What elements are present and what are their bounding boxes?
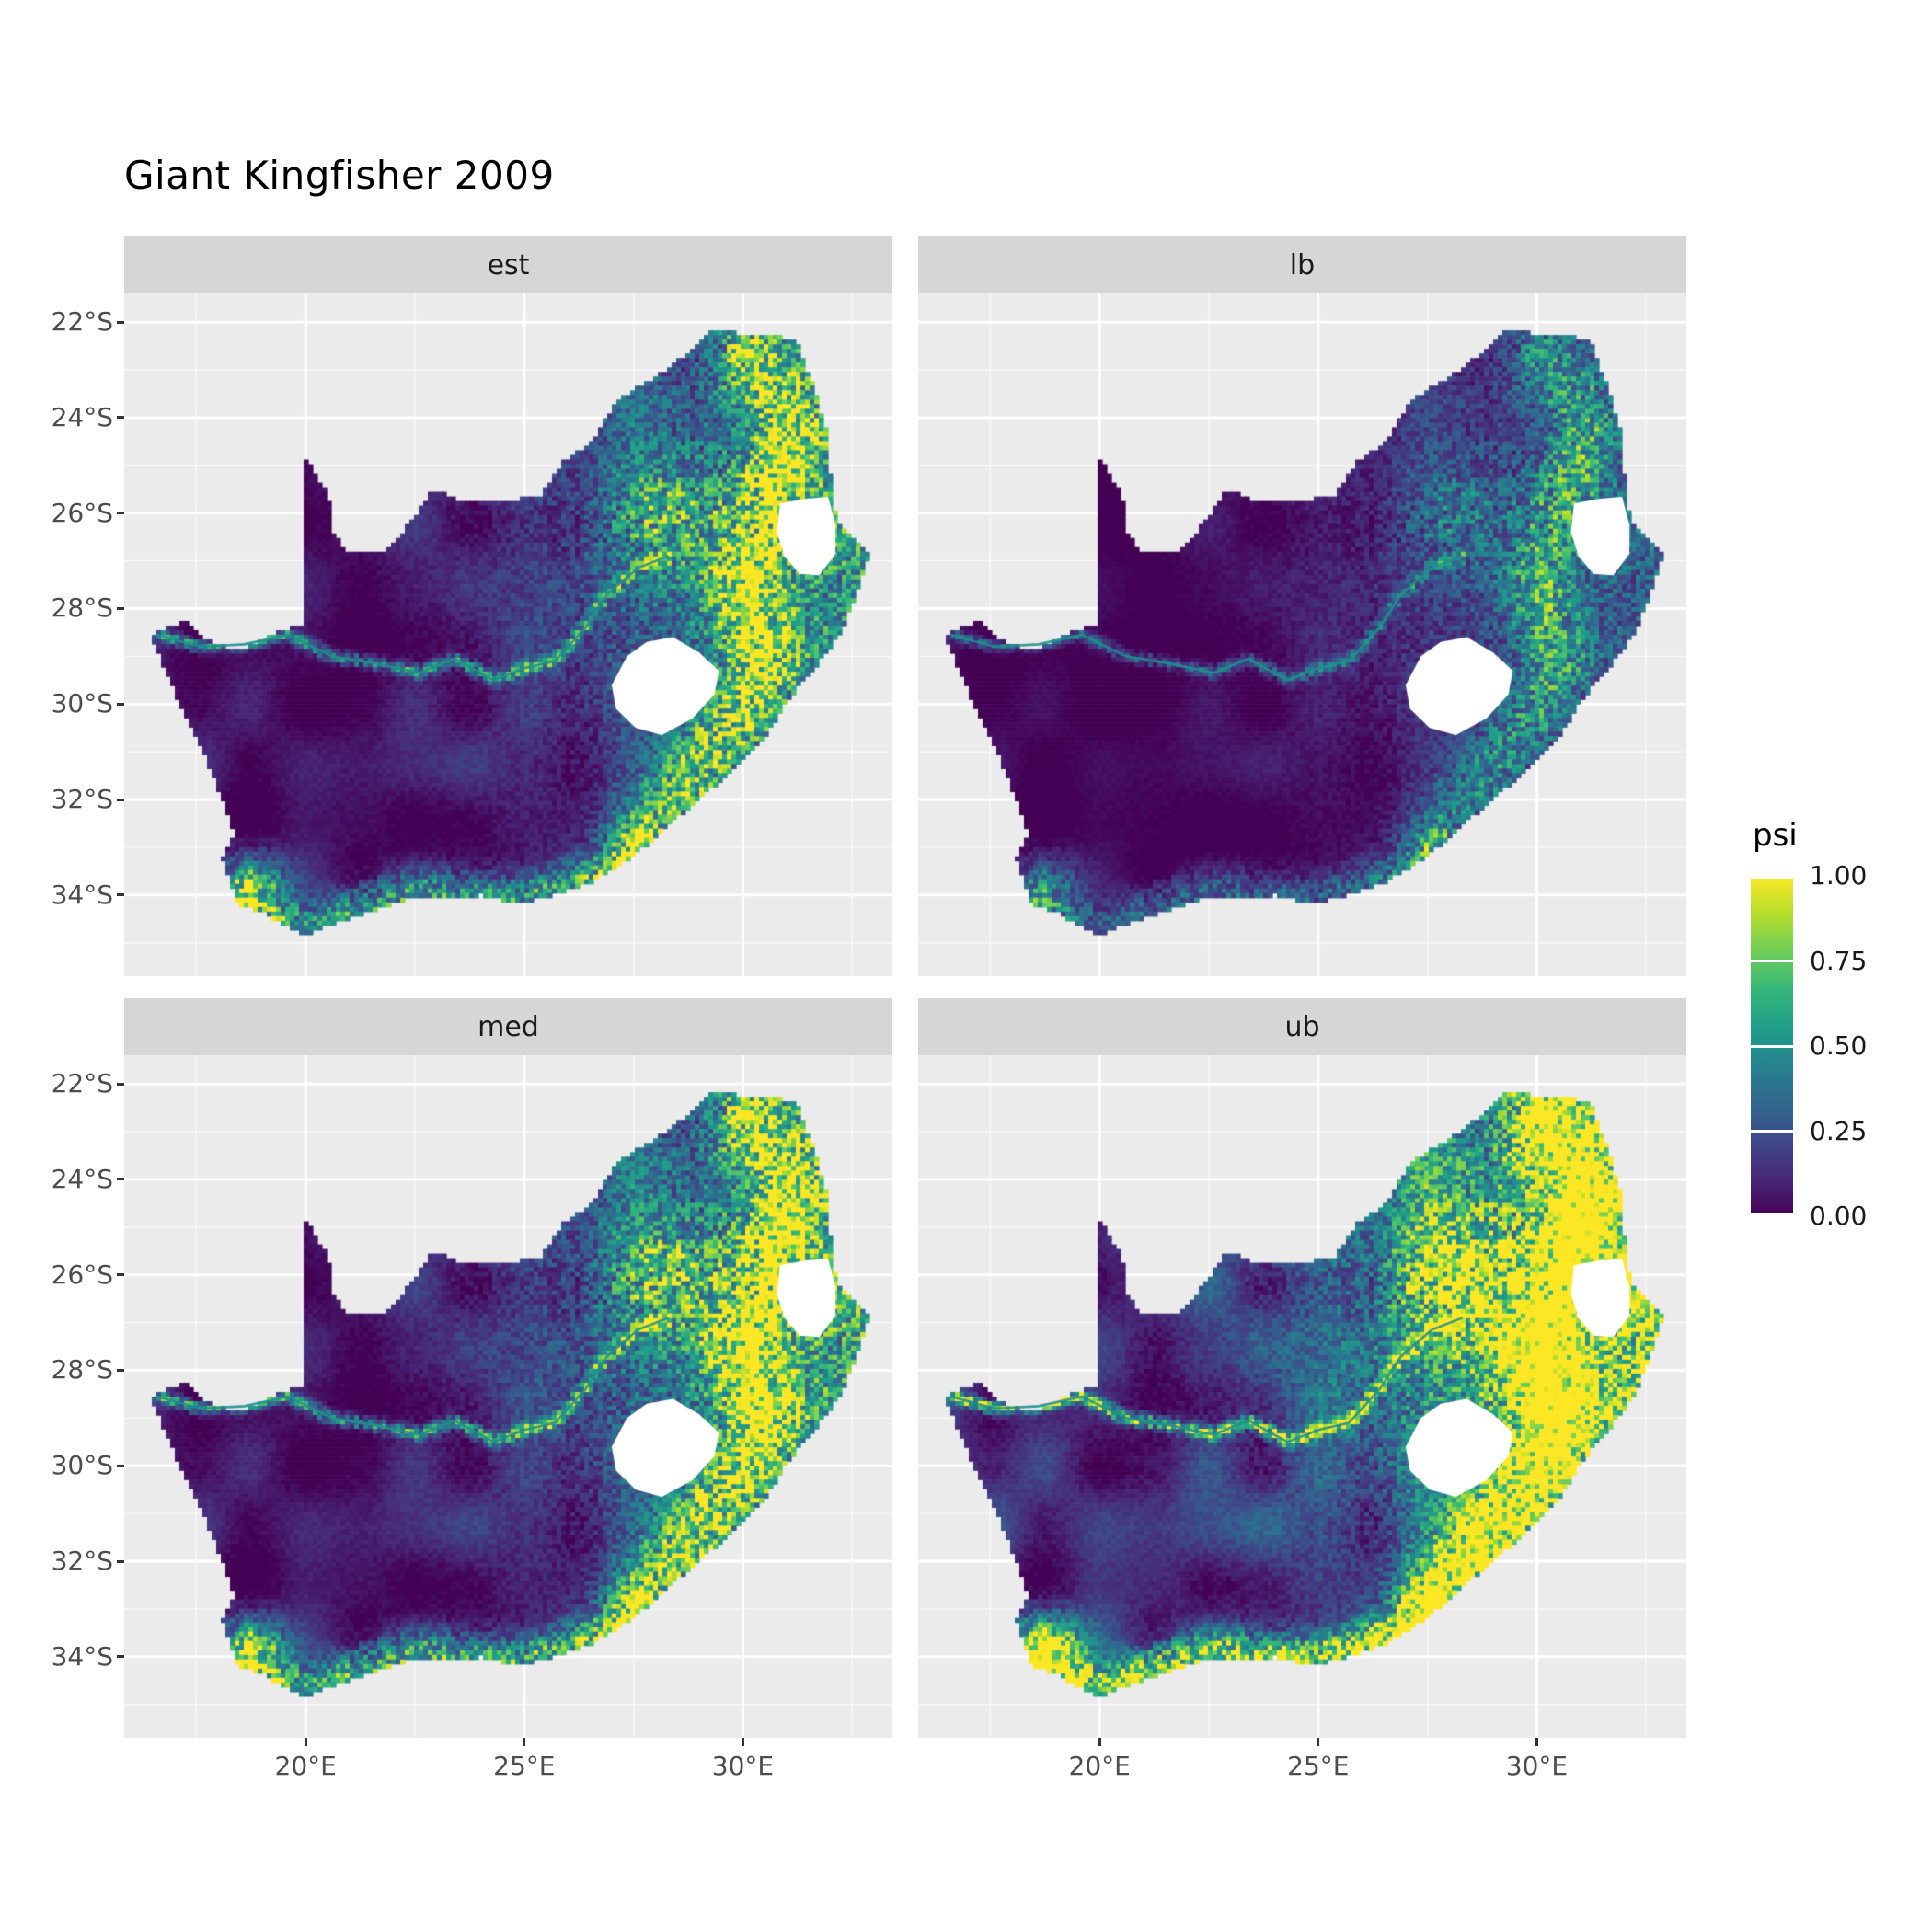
legend: psi 1.00 0.75 0.50 0.25 0.00 <box>1751 817 1867 1231</box>
x-tick-mark <box>1317 1738 1320 1746</box>
x-tick-label: 25°E <box>1287 1751 1350 1781</box>
facet-panel-lb <box>918 293 1686 976</box>
y-tick-mark <box>117 1368 124 1372</box>
y-tick-label: 28°S <box>51 592 113 624</box>
facet-strip-label: med <box>477 1010 539 1043</box>
y-tick-mark <box>117 1178 124 1181</box>
y-tick-mark <box>117 320 124 324</box>
facet-strip-label: lb <box>1289 248 1316 282</box>
legend-tick-label: 0.25 <box>1810 1115 1868 1146</box>
facet-strip-est: est <box>124 236 892 293</box>
map-canvas-med <box>124 1055 892 1738</box>
y-tick-label: 22°S <box>51 1068 113 1099</box>
legend-body: 1.00 0.75 0.50 0.25 0.00 <box>1751 861 1867 1231</box>
map-canvas-ub <box>918 1055 1686 1738</box>
x-tick-mark <box>1098 1738 1101 1746</box>
y-tick-mark <box>117 1082 124 1086</box>
legend-tick-label: 0.75 <box>1810 945 1868 976</box>
plot-title: Giant Kingfisher 2009 <box>124 153 555 198</box>
x-tick-label: 25°E <box>493 1751 556 1781</box>
facet-panel-est <box>124 293 892 976</box>
y-tick-label: 22°S <box>51 306 113 338</box>
legend-title: psi <box>1753 817 1798 854</box>
y-tick-mark <box>117 893 124 897</box>
facet-strip-label: est <box>487 248 530 282</box>
legend-tick <box>1751 1130 1793 1133</box>
map-canvas-lb <box>918 293 1686 976</box>
facet-est: est <box>124 236 892 976</box>
x-tick-mark <box>741 1738 744 1746</box>
y-tick-label: 32°S <box>51 1546 113 1576</box>
x-tick-mark <box>304 1738 307 1746</box>
y-tick-label: 34°S <box>51 1640 113 1672</box>
y-tick-mark <box>117 512 124 515</box>
x-tick-label: 30°E <box>1505 1751 1569 1781</box>
y-tick-mark <box>117 1464 124 1467</box>
legend-tick <box>1751 876 1793 879</box>
y-tick-label: 28°S <box>51 1354 113 1386</box>
map-canvas-est <box>124 293 892 976</box>
y-tick-mark <box>117 1559 124 1563</box>
y-tick-label: 26°S <box>51 1259 113 1290</box>
legend-tick <box>1751 1044 1793 1048</box>
legend-tick-label: 0.50 <box>1810 1030 1868 1061</box>
y-tick-label: 34°S <box>51 879 113 910</box>
legend-tick-label: 0.00 <box>1810 1201 1868 1231</box>
y-tick-mark <box>117 702 124 706</box>
x-tick-mark <box>523 1738 526 1746</box>
y-tick-label: 26°S <box>51 497 113 528</box>
x-tick-label: 30°E <box>711 1751 775 1781</box>
facet-med: med <box>124 998 892 1738</box>
y-tick-label: 24°S <box>51 1163 113 1194</box>
y-tick-label: 24°S <box>51 401 113 432</box>
legend-tick-label: 1.00 <box>1810 860 1868 891</box>
legend-tick <box>1751 960 1793 962</box>
y-tick-label: 32°S <box>51 784 113 814</box>
legend-colorbar <box>1751 876 1793 1216</box>
x-tick-mark <box>1535 1738 1538 1746</box>
x-tick-label: 20°E <box>274 1751 337 1781</box>
y-tick-label: 30°S <box>51 1450 113 1481</box>
y-tick-mark <box>117 1655 124 1659</box>
y-tick-mark <box>117 606 124 610</box>
facet-panel-med <box>124 1055 892 1738</box>
facet-strip-lb: lb <box>918 236 1686 293</box>
facet-strip-ub: ub <box>918 998 1686 1055</box>
x-tick-label: 20°E <box>1068 1751 1131 1781</box>
facet-ub: ub <box>918 998 1686 1738</box>
y-tick-mark <box>117 798 124 801</box>
y-tick-mark <box>117 416 124 420</box>
facet-strip-label: ub <box>1284 1010 1320 1043</box>
y-tick-label: 30°S <box>51 688 113 719</box>
facet-panel-ub <box>918 1055 1686 1738</box>
y-tick-mark <box>117 1273 124 1277</box>
legend-tick <box>1751 1213 1793 1216</box>
facet-strip-med: med <box>124 998 892 1055</box>
facet-lb: lb <box>918 236 1686 976</box>
